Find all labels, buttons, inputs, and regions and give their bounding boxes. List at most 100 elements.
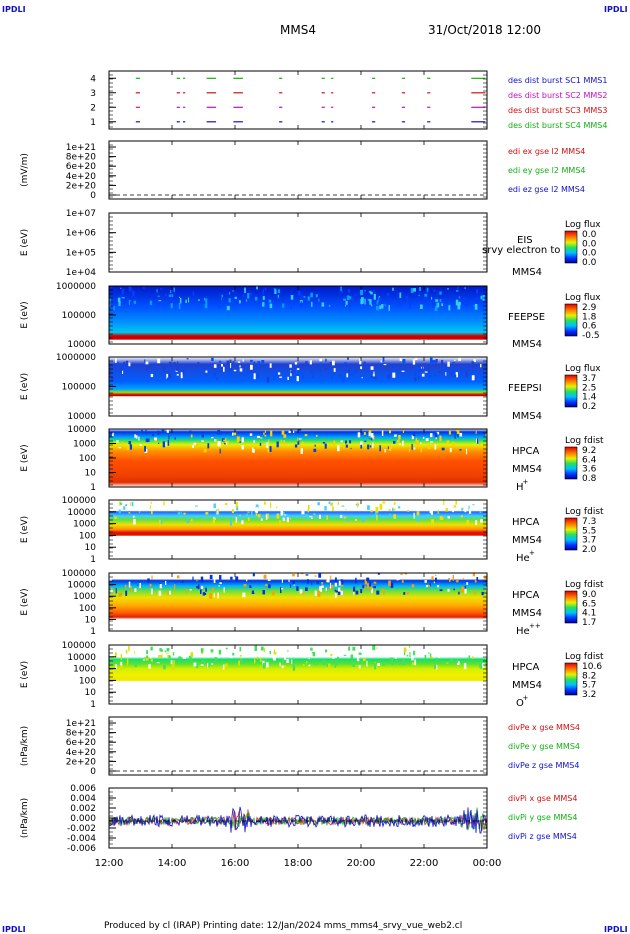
colorbar-tick: 2.5 [582,383,596,393]
colorbar-tick: 3.7 [582,536,596,546]
ytick-label: 1 [90,118,96,128]
instrument-name: HPCA [512,517,540,528]
colorbar-title: Log fdist [565,652,604,662]
texture-hpca_o [112,645,485,671]
ytick-label: 100 [79,454,96,464]
colorbar-title: Log fdist [565,580,604,590]
ytick-label: 1000 [73,665,96,675]
colorbar-gradient [564,517,578,551]
xtick-label: 00:00 [473,858,502,869]
xtick-label: 18:00 [284,858,313,869]
spacecraft-title: MMS4 [280,23,316,37]
colorbar-tick: 1.4 [582,393,597,403]
ylabel-feepsi: E (eV) [20,373,30,400]
texture-feepse [109,286,485,311]
ytick-label: 1000 [73,520,96,530]
species-charge: ++ [529,622,541,630]
legend-entry: edi ex gse l2 MMS4 [508,147,585,156]
instrument-name: HPCA [512,662,540,673]
legend-entry: divPe y gse MMS4 [508,742,580,751]
logo-bottom-left: IPDLI [2,925,26,934]
colorbar-tick: 8.2 [582,671,596,681]
ytick-label: 1e+21 [66,719,96,729]
ytick-label: 100 [79,604,96,614]
ytick-label: 10000 [67,581,96,591]
colorbar-tick: 0.0 [582,249,597,259]
xtick-label: 16:00 [221,858,250,869]
colorbar-title: Log flux [565,293,601,303]
colorbar-title: Log flux [565,220,601,230]
colorbar-tick: 9.0 [582,590,597,600]
ytick-label: -0.002 [67,824,96,834]
time-axis: 12:00 14:00 16:00 18:00 20:00 22:00 00:00 [95,858,502,869]
ytick-label: 0.000 [70,814,96,824]
instrument-label-feepsi: FEEPSI MMS4 [508,383,542,422]
spectrogram-hpca_he1 [109,500,487,559]
species-name: H [516,482,524,493]
ytick-label: 100000 [62,496,97,506]
xtick-label: 12:00 [95,858,124,869]
ytick-label: 1 [90,555,96,565]
colorbar-tick: 0.8 [582,474,597,484]
ytick-label: 10000 [67,653,96,663]
series-divpi-y-gse-mms4 [108,807,488,832]
ytick-label: 0.006 [70,784,96,794]
ytick-label: 0 [90,767,96,777]
colorbar-title: Log flux [565,364,601,374]
colorbar-tick: 1.7 [582,618,596,628]
instrument-label-hpca_he2: HPCA MMS4 He ++ [512,590,542,637]
colorbar-gradient [564,374,578,408]
legend-entry: divPe x gse MMS4 [508,723,580,732]
ytick-label: 1 [90,483,96,493]
ytick-label: 3 [90,89,96,99]
ytick-label: 1e+07 [66,209,96,219]
instrument-name: FEEPSI [508,383,542,394]
ytick-label: 10 [85,615,97,625]
species-name: He [516,553,530,564]
species-charge: + [523,694,529,702]
colorbar-tick: 2.0 [582,545,597,555]
ytick-label: 1000000 [56,353,96,363]
ytick-label: 10 [85,688,97,698]
instrument-label-hpca_h: HPCA MMS4 H+ [512,446,542,493]
colorbar-tick: 4.1 [582,609,596,619]
ytick-label: 8e+20 [66,153,97,163]
species-charge: + [529,549,535,557]
ytick-label: -0.006 [67,844,96,854]
spacecraft-name: MMS4 [512,535,542,546]
species-charge: + [523,478,529,486]
ytick-label: 10 [85,469,97,479]
species-name: O [516,698,524,709]
ytick-label: 2e+20 [66,181,97,191]
instrument-name: EIS [517,235,533,246]
ytick-label: 100 [79,676,96,686]
colorbar-tick: 10.6 [582,662,602,672]
instrument-name: HPCA [512,590,540,601]
ylabel-divpi: (nPa/km) [20,798,30,838]
ylabel-edi: (mV/m) [20,153,30,187]
spectrogram-feepsi [109,357,487,416]
ytick-label: 1000 [73,440,96,450]
colorbar-tick: -0.5 [582,331,600,341]
ytick-label: 100000 [62,311,97,321]
legend-entry: edi ez gse l2 MMS4 [508,185,585,194]
ytick-label: 10 [85,543,97,553]
frame-eis [108,212,488,273]
spacecraft-name: MMS4 [512,267,542,278]
colorbar-tick: 6.5 [582,599,596,609]
logo-bottom-right: IPDLI [604,925,628,934]
colorbar-tick: 0.2 [582,402,596,412]
legend-entry: des dist burst SC2 MMS2 [508,91,607,100]
colorbar-tick: 3.2 [582,690,596,700]
frame-divpe [108,716,488,776]
colorbar-gradient [564,590,578,624]
